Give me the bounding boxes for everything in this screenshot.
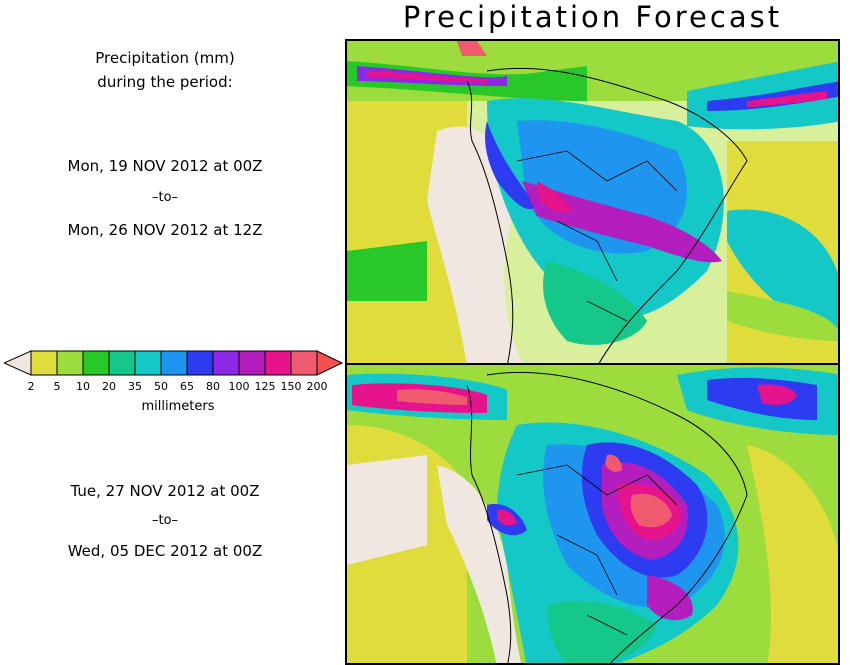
legend-tick-label: 50 (154, 380, 168, 393)
legend-color-box (82, 350, 110, 376)
precipitation-map-period-2 (345, 363, 840, 665)
legend-color-box (186, 350, 214, 376)
legend-color-box (160, 350, 188, 376)
legend-color-box (290, 350, 318, 376)
legend-tick-label: 100 (228, 380, 250, 393)
legend-color-box (212, 350, 240, 376)
period-1-end: Mon, 26 NOV 2012 at 12Z (67, 221, 263, 239)
header-text: Precipitation (mm) during the period: (0, 46, 330, 94)
legend-color-box (108, 350, 136, 376)
legend-tick-label: 200 (306, 380, 328, 393)
legend-color-box (264, 350, 292, 376)
legend-tick-label: 80 (206, 380, 220, 393)
legend-color-box (30, 350, 58, 376)
color-legend: 2 5 10 20 35 50 65 80 100 125 150 200 millimeters (2, 348, 344, 418)
legend-tick-label: 10 (76, 380, 90, 393)
legend-tick-label: 65 (180, 380, 194, 393)
period-2-text: Tue, 27 NOV 2012 at 00Z –to– Wed, 05 DEC… (0, 476, 330, 566)
legend-color-box (238, 350, 266, 376)
period-1-start: Mon, 19 NOV 2012 at 00Z (67, 157, 263, 175)
period-2-end: Wed, 05 DEC 2012 at 00Z (67, 542, 263, 560)
page-title: Precipitation Forecast (402, 0, 783, 34)
period-1-text: Mon, 19 NOV 2012 at 00Z –to– Mon, 26 NOV… (0, 150, 330, 246)
legend-colorbar (2, 350, 344, 376)
legend-tick-label: 35 (128, 380, 142, 393)
period-1-separator: –to– (151, 190, 179, 205)
legend-units: millimeters (141, 399, 215, 414)
legend-tick-label: 20 (102, 380, 116, 393)
period-2-separator: –to– (151, 513, 179, 528)
legend-tick-label: 150 (280, 380, 302, 393)
legend-left-arrow (2, 350, 32, 376)
legend-tick-label: 125 (254, 380, 276, 393)
legend-color-box (134, 350, 162, 376)
header-line-2: during the period: (97, 73, 233, 91)
legend-boxes (30, 350, 318, 376)
legend-tick-label: 2 (27, 380, 35, 393)
header-line-1: Precipitation (mm) (95, 49, 235, 67)
period-2-start: Tue, 27 NOV 2012 at 00Z (70, 482, 260, 500)
legend-color-box (56, 350, 84, 376)
legend-tick-label: 5 (53, 380, 61, 393)
precipitation-map-period-1 (345, 39, 840, 365)
legend-right-arrow (316, 350, 344, 376)
